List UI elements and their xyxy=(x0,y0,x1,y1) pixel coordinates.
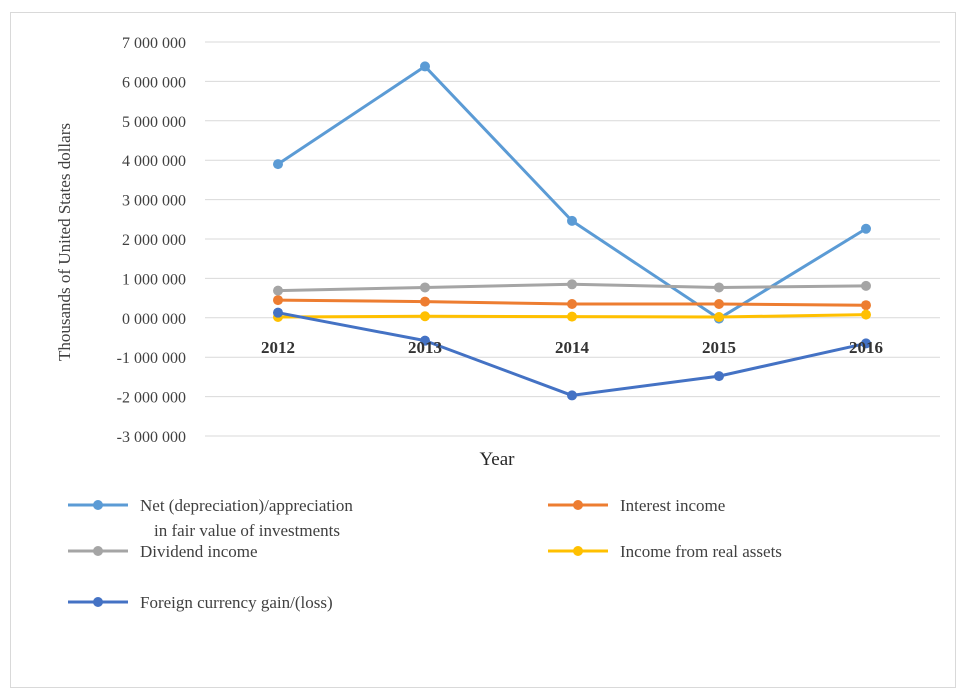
x-tick-label: 2012 xyxy=(261,338,295,357)
data-point xyxy=(714,371,724,382)
data-point xyxy=(861,223,871,234)
y-tick-label: -3 000 000 xyxy=(117,429,186,446)
data-point xyxy=(273,285,283,296)
x-tick-label: 2014 xyxy=(555,338,590,357)
x-axis-label: Year xyxy=(479,449,515,470)
data-point xyxy=(567,215,577,226)
data-point xyxy=(420,61,430,72)
data-point xyxy=(567,311,577,322)
y-tick-label: 0 000 000 xyxy=(122,311,186,328)
x-tick-label: 2013 xyxy=(408,338,442,357)
data-point xyxy=(567,279,577,290)
y-tick-label: 2 000 000 xyxy=(122,232,186,249)
y-axis-ticks: 7 000 000 6 000 000 5 000 000 4 000 000 3 00… xyxy=(117,35,186,446)
data-point xyxy=(420,311,430,322)
data-point xyxy=(420,296,430,307)
legend-label: Interest income xyxy=(620,496,725,515)
legend-marker xyxy=(93,500,103,510)
data-point xyxy=(420,335,430,346)
data-point xyxy=(273,295,283,306)
legend-marker xyxy=(573,500,583,510)
data-point xyxy=(861,300,871,311)
legend-marker xyxy=(93,546,103,556)
data-point xyxy=(861,309,871,320)
data-point xyxy=(714,299,724,310)
legend-marker xyxy=(93,597,103,607)
legend-label: Foreign currency gain/(loss) xyxy=(140,593,333,612)
legend-label: in fair value of investments xyxy=(154,521,340,540)
legend-label: Income from real assets xyxy=(620,542,782,561)
y-tick-label: -2 000 000 xyxy=(117,390,186,407)
data-point xyxy=(714,312,724,323)
data-point xyxy=(420,282,430,293)
legend-marker xyxy=(573,546,583,556)
y-tick-label: 4 000 000 xyxy=(122,153,186,170)
series-lines xyxy=(273,61,871,401)
y-tick-label: 6 000 000 xyxy=(122,74,186,91)
data-point xyxy=(714,282,724,293)
legend-label: Dividend income xyxy=(140,542,258,561)
legend-label: Net (depreciation)/appreciation xyxy=(140,496,353,515)
data-point xyxy=(861,280,871,291)
data-point xyxy=(273,307,283,318)
data-point xyxy=(567,390,577,401)
y-tick-label: -1 000 000 xyxy=(117,350,186,367)
chart-frame xyxy=(10,12,956,688)
x-tick-label: 2015 xyxy=(702,338,736,357)
y-tick-label: 5 000 000 xyxy=(122,114,186,131)
gridlines xyxy=(205,41,940,437)
legend: Net (depreciation)/appreciation in fair v… xyxy=(68,496,782,612)
y-tick-label: 1 000 000 xyxy=(122,271,186,288)
y-axis-label: Thousands of United States dollars xyxy=(55,123,74,361)
data-point xyxy=(861,338,871,349)
x-tick-label: 2016 xyxy=(849,338,883,357)
x-axis-ticks: 2012 2013 2014 2015 2016 xyxy=(261,338,883,357)
data-point xyxy=(273,159,283,170)
y-tick-label: 7 000 000 xyxy=(122,35,186,52)
y-tick-label: 3 000 000 xyxy=(122,193,186,210)
data-point xyxy=(567,299,577,310)
